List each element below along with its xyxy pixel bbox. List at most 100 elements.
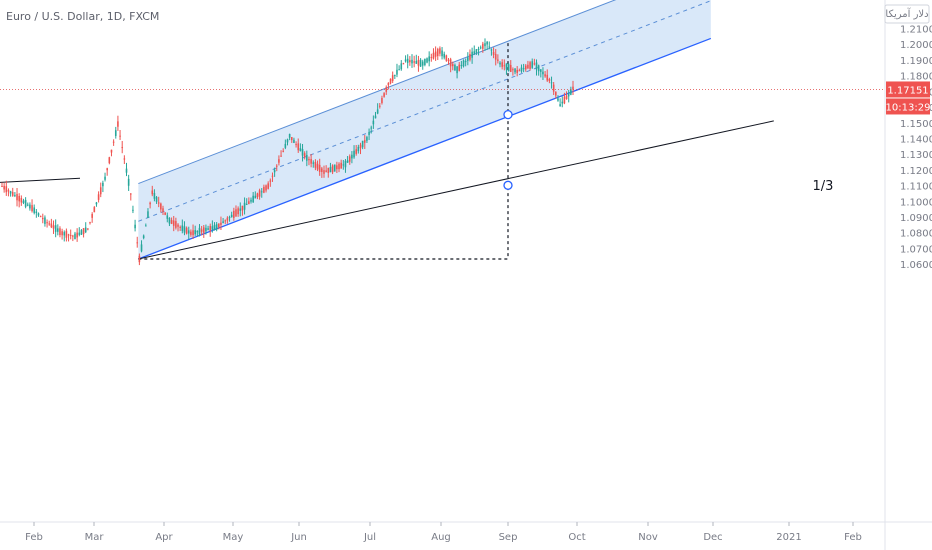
candle-body — [95, 202, 98, 205]
price-tick-label: 1.09000 — [900, 213, 932, 224]
candle-body — [492, 51, 495, 55]
candle-body — [460, 64, 463, 67]
candle-body — [172, 220, 175, 226]
candle-body — [520, 67, 523, 72]
candle-body — [14, 195, 16, 197]
candle-body — [544, 74, 546, 77]
candle-body — [501, 62, 503, 67]
candle-body — [363, 140, 366, 143]
candle-body — [134, 224, 136, 229]
candle-body — [445, 55, 448, 61]
candle-body — [41, 217, 44, 220]
candle-body — [76, 232, 78, 238]
channel-mid-line — [138, 0, 712, 222]
candle-body — [273, 169, 276, 173]
candle-body — [87, 228, 89, 230]
candle-body — [39, 216, 42, 218]
candle-body — [406, 58, 409, 63]
candle-body — [117, 121, 119, 127]
candle-body — [230, 214, 233, 218]
candle-body — [33, 207, 35, 213]
candle-body — [409, 60, 411, 63]
candle-body — [421, 61, 424, 66]
candle-body — [565, 95, 568, 100]
candle-body — [243, 202, 246, 210]
candle-body — [196, 231, 199, 233]
candle-body — [211, 226, 214, 230]
price-tick-label: 1.08000 — [900, 229, 932, 240]
candle-body — [540, 69, 542, 72]
candle-body — [282, 150, 285, 152]
time-tick-label: Feb — [844, 532, 862, 543]
candle-body — [286, 139, 289, 143]
candle-body — [348, 156, 351, 162]
candle-body — [280, 155, 282, 157]
currency-label-box[interactable]: دلار آمریکا — [884, 4, 930, 24]
candle-body — [295, 144, 297, 146]
candle-body — [451, 64, 454, 67]
candle-body — [9, 191, 12, 194]
candle-body — [205, 227, 207, 232]
candle-body — [522, 68, 525, 70]
candle-body — [89, 222, 91, 224]
candle-body — [417, 59, 420, 66]
candle-body — [263, 186, 265, 193]
candle-body — [516, 69, 518, 73]
candle-body — [567, 93, 570, 97]
candle-body — [160, 203, 162, 210]
candle-body — [278, 159, 280, 163]
candle-body — [482, 43, 484, 49]
candle-body — [338, 163, 340, 170]
candle-body — [222, 221, 224, 224]
intersection-marker — [503, 180, 513, 190]
candle-body — [140, 244, 143, 252]
last-price-badge — [886, 81, 930, 98]
ratio-annotation: 1/3 — [813, 179, 834, 194]
candle-body — [57, 228, 59, 232]
candle-body — [439, 48, 441, 54]
candle-body — [59, 228, 61, 236]
regression-channel[interactable] — [138, 0, 712, 260]
time-tick-label: May — [223, 532, 244, 543]
trend-lines[interactable] — [0, 43, 774, 260]
time-tick-label: Sep — [499, 532, 518, 543]
candle-body — [383, 93, 385, 97]
candle-body — [454, 64, 456, 71]
long-trend-line — [138, 120, 774, 260]
candle-body — [151, 190, 154, 195]
candle-body — [441, 50, 443, 57]
candle-body — [168, 217, 171, 224]
candle-body — [374, 115, 377, 119]
candle-body — [379, 105, 381, 107]
candle-body — [123, 158, 126, 160]
candle-body — [69, 235, 72, 237]
candle-body — [138, 255, 141, 263]
candle-body — [462, 60, 465, 67]
candle-body — [486, 41, 488, 45]
candle-body — [563, 96, 566, 104]
candle-body — [529, 62, 531, 69]
candle-body — [411, 59, 413, 64]
short-trend-line — [0, 177, 81, 183]
candle-body — [499, 62, 501, 65]
candle-body — [471, 51, 473, 58]
candle-body — [35, 211, 38, 214]
candle-body — [484, 43, 486, 47]
time-tick-label: Jul — [363, 532, 376, 543]
candle-body — [524, 65, 527, 70]
candle-body — [359, 144, 362, 149]
candle-body — [84, 227, 87, 233]
candle-body — [494, 53, 497, 60]
countdown-badge — [886, 98, 930, 115]
candle-body — [329, 166, 332, 173]
candle-body — [22, 200, 25, 204]
candle-body — [125, 168, 128, 173]
time-tick-label: Apr — [155, 532, 173, 543]
time-tick-label: 2021 — [776, 532, 801, 543]
candle-body — [372, 120, 375, 125]
candle-body — [340, 162, 342, 169]
candle-body — [250, 199, 252, 202]
candle-body — [284, 143, 287, 148]
candle-body — [224, 220, 227, 222]
